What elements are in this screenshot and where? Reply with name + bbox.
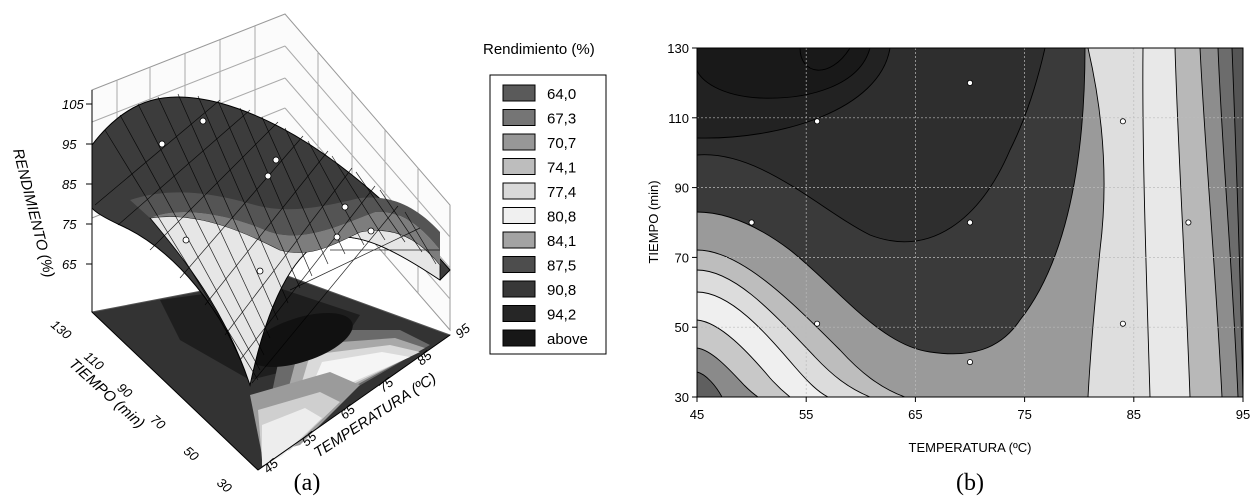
x-tick-label: 55 — [799, 407, 813, 422]
legend-label: 90,8 — [547, 282, 576, 299]
z-tick-label: 75 — [62, 217, 77, 232]
legend-label: 67,3 — [547, 111, 576, 128]
x3d-tick-label: 95 — [452, 320, 473, 341]
y-axis-3d-title: TIEMPO (min) — [65, 355, 148, 432]
legend-swatch — [502, 182, 536, 200]
legend-label: 80,8 — [547, 209, 576, 226]
legend: Rendimiento (%) 64,0 67,3 70,7 74,1 77,4 80,8… — [483, 41, 607, 355]
y-tick-label: 70 — [675, 250, 689, 265]
legend-swatch — [502, 280, 536, 298]
z-tick-label: 65 — [62, 257, 77, 272]
legend-label: 77,4 — [547, 184, 576, 201]
legend-swatch — [502, 207, 536, 224]
legend-swatch — [502, 158, 536, 175]
z-tick-label: 85 — [62, 177, 77, 192]
legend-label: 74,1 — [547, 160, 576, 177]
design-point — [967, 219, 974, 226]
y3d-tick-label: 70 — [148, 412, 169, 433]
x-tick-label: 45 — [690, 407, 704, 422]
x-axis-title: TEMPERATURA (ºC) — [909, 440, 1032, 455]
legend-label: 84,1 — [547, 233, 576, 250]
design-point — [814, 118, 821, 125]
design-point — [1119, 320, 1126, 327]
y-tick-label: 90 — [675, 181, 689, 196]
legend-swatch — [502, 231, 536, 249]
legend-label: 94,2 — [547, 307, 576, 324]
z-axis: 105 95 85 75 65 RENDIMIENTO (%) — [9, 90, 93, 312]
x-tick-label: 75 — [1017, 407, 1031, 422]
legend-swatch — [502, 133, 536, 151]
legend-swatch — [502, 329, 536, 347]
y-tick-label: 130 — [667, 41, 689, 56]
legend-swatch — [502, 305, 536, 322]
panel-a-label: (a) — [294, 470, 321, 496]
y3d-tick-label: 130 — [48, 317, 75, 343]
legend-swatch — [502, 109, 536, 126]
panel-b-contour-plot: 45 55 65 75 85 95 30 50 70 90 110 130 TEMPERATURA … — [646, 41, 1250, 496]
design-point — [1185, 219, 1192, 226]
y3d-tick-label: 50 — [181, 443, 202, 464]
legend-label: 70,7 — [547, 135, 576, 152]
panel-b-label: (b) — [956, 470, 984, 496]
legend-swatch — [502, 256, 536, 273]
z-tick-label: 95 — [62, 137, 77, 152]
design-point — [814, 320, 821, 327]
y-tick-label: 110 — [668, 111, 689, 126]
response-surface — [91, 93, 451, 387]
z-tick-label: 105 — [62, 97, 84, 112]
legend-title: Rendimiento (%) — [483, 41, 595, 58]
legend-label: 64,0 — [547, 86, 576, 103]
y-axis-title: TIEMPO (min) — [646, 180, 661, 263]
contour-fill — [697, 48, 1243, 397]
design-point — [1119, 118, 1126, 125]
y-tick-label: 30 — [675, 390, 689, 405]
design-point — [967, 359, 974, 366]
legend-swatch — [502, 84, 536, 102]
y3d-tick-label: 30 — [214, 475, 235, 496]
x-tick-label: 65 — [908, 407, 922, 422]
x-tick-label: 85 — [1127, 407, 1141, 422]
x-tick-label: 95 — [1236, 407, 1250, 422]
design-point — [748, 219, 755, 226]
legend-label: above — [547, 331, 588, 348]
design-point — [967, 79, 974, 86]
plot-frame — [696, 47, 1244, 398]
z-axis-title: RENDIMIENTO (%) — [9, 147, 57, 279]
y-tick-label: 50 — [675, 320, 689, 335]
legend-label: 87,5 — [547, 258, 576, 275]
